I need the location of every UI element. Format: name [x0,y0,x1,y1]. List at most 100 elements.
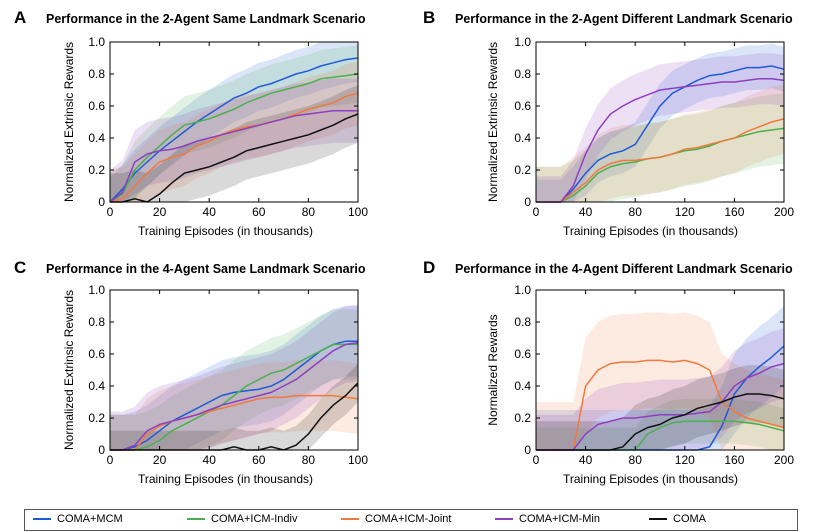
panel-a-line-coma-mcm [109,57,359,203]
panel-c-xtick-label: 100 [348,453,368,467]
legend-label-coma-icm-indiv: COMA+ICM-Indiv [211,513,298,525]
panel-c-title: Performance in the 4-Agent Same Landmark… [46,262,366,276]
legend-swatch-coma-icm-min [495,518,513,520]
panel-c-xtick-label: 80 [302,453,316,467]
panel-a-xtick-label: 60 [252,205,266,219]
panel-c-band-coma-mcm [110,306,358,450]
legend-item-coma: COMA [649,513,706,525]
panel-a-ytick-label: 0.6 [88,99,105,113]
panel-d-ytick-label: 0.8 [514,315,531,329]
panel-b-ytick-label: 0.4 [514,131,531,145]
panel-d-band-coma-icm-joint [536,312,784,450]
legend-label-coma: COMA [673,513,706,525]
legend-item-coma-icm-indiv: COMA+ICM-Indiv [187,513,298,525]
panel-c-ytick-label: 0 [98,443,105,457]
panel-a-band-coma-mcm [110,42,358,202]
legend-label-coma-icm-joint: COMA+ICM-Joint [365,513,452,525]
panel-d-band-coma-icm-min [536,328,784,450]
panel-c-xtick-label: 20 [153,453,167,467]
panel-d-xtick-label: 160 [724,453,744,467]
panel-a-xlabel: Training Episodes (in thousands) [138,224,313,238]
panel-d-band-coma-mcm [536,306,784,450]
panel-letter-c: C [14,258,27,277]
panel-d-ytick-label: 0.2 [514,411,531,425]
panel-c-band-coma-icm-min [110,304,358,450]
legend-label-coma-mcm: COMA+MCM [57,513,123,525]
panel-b-ylabel: Normalized Extrinsic Rewards [486,41,500,202]
panel-d-plot: 0 40 80 120 160 200 0 0.2 0.4 0.6 0.8 1.0 [514,283,794,467]
panel-c-ytick-label: 0.6 [88,347,105,361]
panel-d-ytick-label: 0 [524,443,531,457]
panel-c-line-coma-mcm [110,340,358,451]
panel-d-xtick-label: 200 [774,453,794,467]
panel-d-xtick-label: 80 [629,453,643,467]
panel-c-ytick-label: 0.8 [88,315,105,329]
panel-d-line-coma-icm-min [536,362,785,451]
panel-d-xlabel: Training Episodes (in thousands) [563,472,738,486]
legend-swatch-coma [649,518,667,520]
panel-b-xtick-label: 40 [579,205,593,219]
panel-letter-b: B [423,8,436,27]
panel-a-band-coma-icm-indiv [110,45,358,203]
panel-b-ytick-label: 0.2 [514,163,531,177]
panel-c-ylabel: Normalized Extrinsic Rewards [62,289,76,450]
panel-b-ytick-label: 0.8 [514,67,531,81]
panel-d-ytick-label: 1.0 [514,283,531,297]
panel-b-ytick-label: 0 [524,195,531,209]
panel-b-xtick-label: 80 [629,205,643,219]
panel-d-ytick-label: 0.4 [514,379,531,393]
panel-a-frame [109,41,359,203]
legend-swatch-coma-icm-indiv [187,518,205,520]
panel-letter-a: A [14,8,27,27]
panel-a-xtick-label: 0 [107,205,114,219]
panel-a-line-coma-icm-joint [109,92,359,203]
panel-a-xtick-label: 80 [302,205,316,219]
panel-b-xtick-label: 120 [675,205,695,219]
panel-b-band-coma-icm-indiv [536,93,784,202]
legend: COMA+MCM COMA+ICM-Indiv COMA+ICM-Joint C… [24,509,798,531]
panel-b-line-coma-icm-min [536,78,785,203]
panel-a-band-coma-icm-min [110,78,358,202]
panel-c-ytick-label: 0.2 [88,411,105,425]
panel-a-plot: 0 20 40 60 80 100 0 0.2 0.4 0.6 0.8 1.0 [88,35,368,219]
panel-b-ytick-label: 1.0 [514,35,531,49]
panel-b-title: Performance in the 2-Agent Different Lan… [455,12,793,26]
panel-b-line-coma-mcm [536,65,785,203]
panel-b-xtick-label: 160 [724,205,744,219]
panel-b-band-coma-mcm [536,43,784,202]
panel-d-ytick-label: 0.6 [514,347,531,361]
panel-b-xtick-label: 200 [774,205,794,219]
panel-d-xtick-label: 40 [579,453,593,467]
panel-c-line-coma-icm-joint [110,394,359,451]
legend-item-coma-mcm: COMA+MCM [33,513,123,525]
panel-a-line-coma-icm-min [109,110,358,203]
panel-c-xtick-label: 40 [203,453,217,467]
panel-b-plot: 0 40 80 120 160 200 0 0.2 0.4 0.6 0.8 1.0 [514,35,794,219]
panel-b-line-coma-icm-joint [536,118,785,203]
panel-a-ytick-label: 0 [98,195,105,209]
panel-c-frame [109,289,359,451]
panel-a-xtick-label: 40 [203,205,217,219]
panel-b-band-coma-icm-min [536,53,784,203]
panel-a-title: Performance in the 2-Agent Same Landmark… [46,12,366,26]
panel-c-ytick-label: 1.0 [88,283,105,297]
panel-d-frame [535,289,785,451]
panel-a-ytick-label: 0.4 [88,131,105,145]
panel-c-xlabel: Training Episodes (in thousands) [138,472,313,486]
panel-a-line-coma [110,113,359,203]
panel-a-ylabel: Normalized Extrinsic Rewards [62,41,76,202]
panel-c-xtick-label: 0 [107,453,114,467]
panel-c-band-coma-icm-indiv [110,309,358,450]
panel-c-line-coma-icm-min [110,342,359,451]
panel-b-xtick-label: 0 [533,205,540,219]
panel-a-xtick-label: 100 [348,205,368,219]
panel-d-ylabel: Normalized Rewards [486,314,500,426]
panel-a-ytick-label: 0.8 [88,67,105,81]
panel-c-plot: 0 20 40 60 80 100 0 0.2 0.4 0.6 0.8 1.0 [88,283,368,467]
panel-c-line-coma-icm-indiv [110,343,358,451]
panel-a-xtick-label: 20 [153,205,167,219]
legend-swatch-coma-mcm [33,518,51,520]
panel-b-ytick-label: 0.6 [514,99,531,113]
panel-c-band-coma [110,363,358,450]
